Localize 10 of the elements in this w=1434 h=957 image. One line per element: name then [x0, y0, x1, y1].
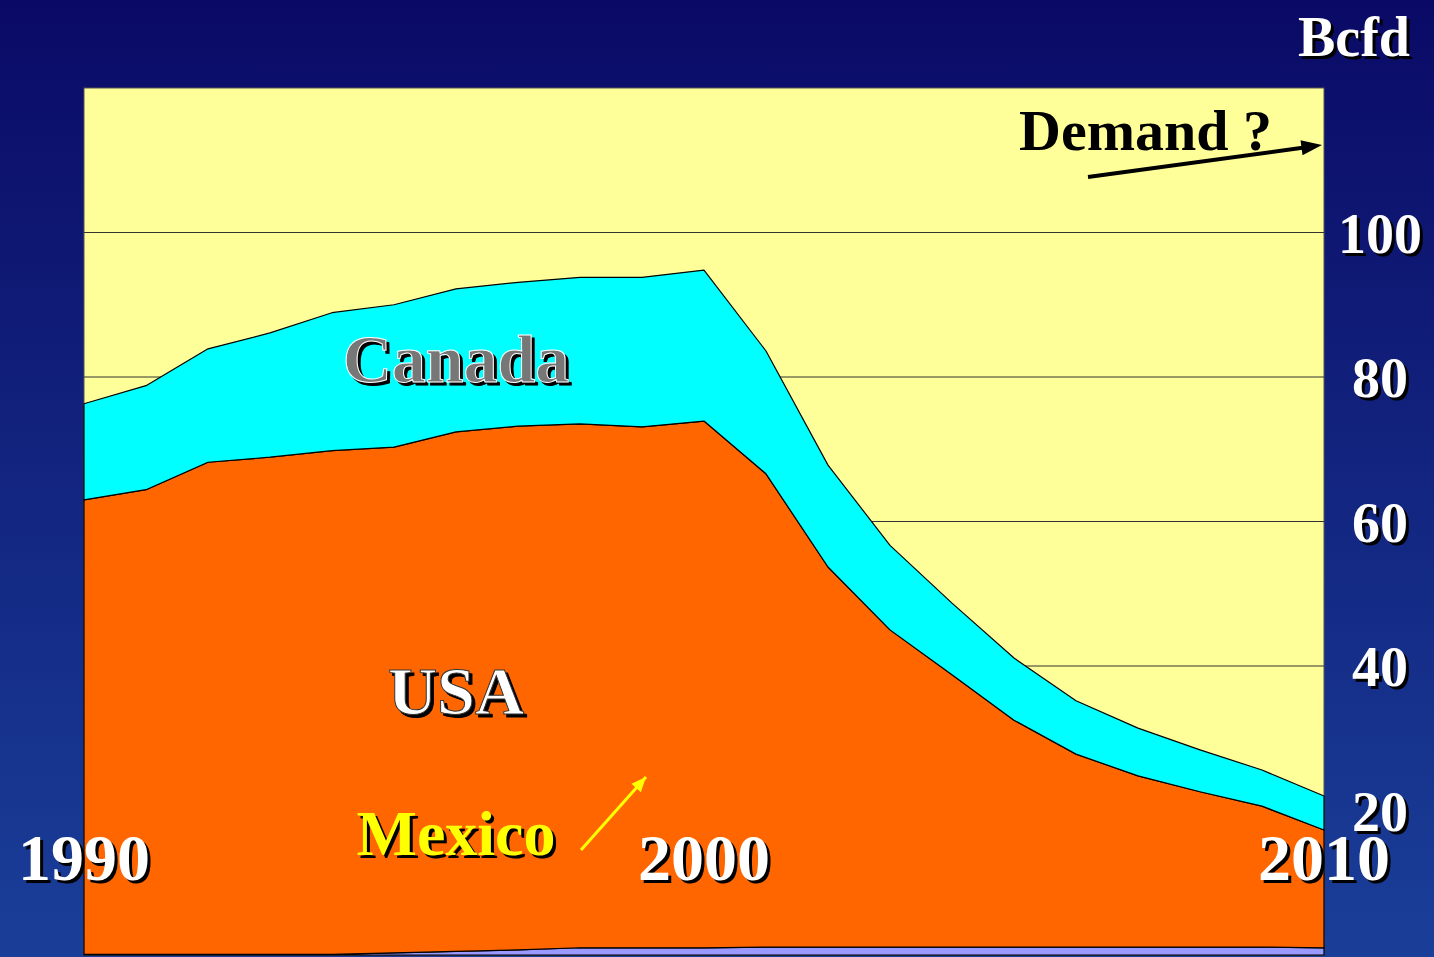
y-tick-label: 60: [1352, 491, 1408, 554]
series-label: Mexico: [356, 798, 556, 869]
y-tick-label: 80: [1352, 347, 1408, 409]
series-label: Canada: [342, 321, 570, 398]
y-axis-title: Bcfd: [1298, 6, 1410, 68]
series-label: USA: [387, 652, 525, 729]
y-tick-label: 100: [1338, 202, 1422, 265]
x-tick-label: 2000: [638, 821, 770, 894]
annotation: Demand ?: [1019, 98, 1272, 163]
y-tick-label: 40: [1352, 636, 1408, 698]
